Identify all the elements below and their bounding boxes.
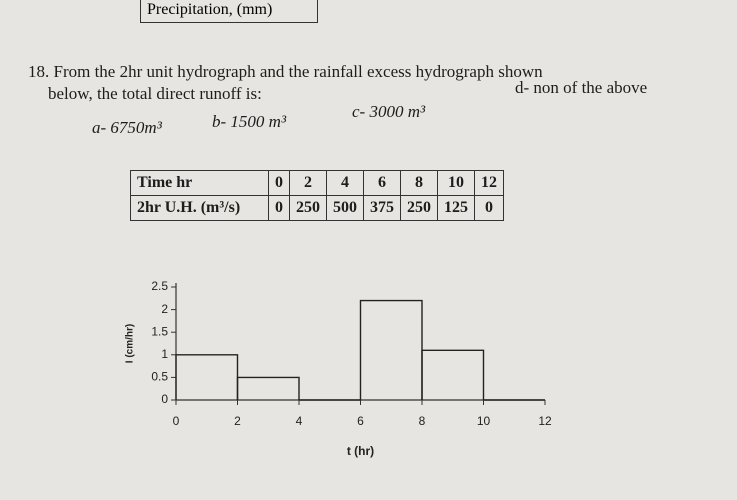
table-cell: 500 <box>326 195 364 221</box>
table-cell: 250 <box>289 195 327 221</box>
question-line: below, the total direct runoff is: <box>48 84 262 103</box>
y-axis-label: I (cm/hr) <box>125 324 136 363</box>
y-tick-label: 2.5 <box>151 279 168 293</box>
table-cell: 2hr U.H. (m³/s) <box>130 195 269 221</box>
x-tick-label: 8 <box>419 414 426 428</box>
option: d- non of the above <box>515 78 648 97</box>
table-cell: 250 <box>400 195 438 221</box>
table-cell: 125 <box>437 195 475 221</box>
step-bar <box>236 376 300 400</box>
step-bar <box>175 354 239 400</box>
x-tick-label: 0 <box>173 414 180 428</box>
option: b- 1500 m³ <box>212 112 287 131</box>
x-tick-label: 2 <box>234 414 241 428</box>
x-tick-label: 4 <box>296 414 303 428</box>
step-bar <box>421 349 485 400</box>
header-cell: Precipitation, (mm) <box>140 0 318 23</box>
y-tick-label: 0 <box>161 392 168 406</box>
y-tick-label: 1 <box>161 347 168 361</box>
table-row: 2hr U.H. (m³/s) 0 250 500 375 250 125 0 <box>130 195 504 221</box>
table-cell: 0 <box>474 195 504 221</box>
y-tick-label: 0.5 <box>151 370 168 384</box>
step-bar <box>359 299 423 400</box>
table-cell: 4 <box>326 170 364 196</box>
y-tick-label: 2 <box>161 302 168 316</box>
y-tick-label: 1.5 <box>151 324 168 338</box>
table-cell: 10 <box>437 170 475 196</box>
x-axis-label: t (hr) <box>347 444 374 458</box>
data-table: Time hr 0 2 4 6 8 10 12 2hr U.H. (m³/s) 0 250 500 37… <box>130 170 504 221</box>
option: c- 3000 m³ <box>352 102 426 121</box>
question-line: 18. From the 2hr unit hydrograph and the… <box>28 62 543 81</box>
x-tick-label: 10 <box>477 414 491 428</box>
x-tick-label: 12 <box>538 414 552 428</box>
x-tick-label: 6 <box>357 414 364 428</box>
option: a- 6750m³ <box>92 118 162 137</box>
